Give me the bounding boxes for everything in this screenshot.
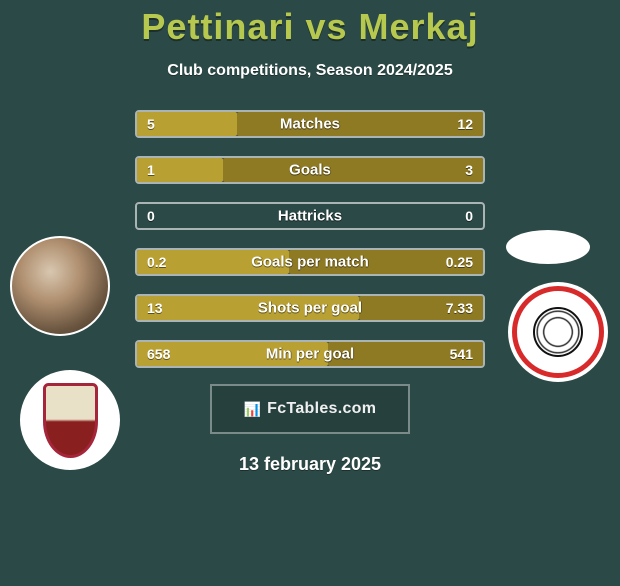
page-subtitle: Club competitions, Season 2024/2025	[0, 62, 620, 80]
player-left-club-badge	[20, 370, 120, 470]
reggiana-shield-icon	[43, 383, 98, 458]
stat-value-right: 0.25	[446, 254, 473, 270]
brand-watermark: 📊 FcTables.com	[210, 384, 410, 434]
stat-row: 512Matches	[135, 110, 485, 138]
stat-value-left: 0.2	[147, 254, 166, 270]
comparison-bars: 512Matches13Goals00Hattricks0.20.25Goals…	[135, 110, 485, 386]
soccer-ball-icon	[533, 307, 583, 357]
player-right-avatar	[506, 230, 590, 264]
stat-row: 00Hattricks	[135, 202, 485, 230]
stat-value-left: 1	[147, 162, 155, 178]
bar-fill-right	[223, 158, 484, 182]
bar-fill-right	[237, 112, 484, 136]
stat-value-left: 5	[147, 116, 155, 132]
bar-track	[135, 202, 485, 230]
player-left-avatar	[10, 236, 110, 336]
sudtirol-badge-icon	[512, 286, 604, 378]
stat-row: 137.33Shots per goal	[135, 294, 485, 322]
stat-row: 13Goals	[135, 156, 485, 184]
stat-row: 0.20.25Goals per match	[135, 248, 485, 276]
stat-value-right: 0	[465, 208, 473, 224]
stat-value-left: 658	[147, 346, 170, 362]
page-title: Pettinari vs Merkaj	[0, 6, 620, 48]
stat-row: 658541Min per goal	[135, 340, 485, 368]
stat-value-left: 0	[147, 208, 155, 224]
player-right-club-badge	[508, 282, 608, 382]
brand-text: FcTables.com	[267, 400, 376, 418]
comparison-chart: 512Matches13Goals00Hattricks0.20.25Goals…	[0, 110, 620, 370]
bar-fill-left	[137, 296, 359, 320]
stat-value-right: 12	[457, 116, 473, 132]
chart-icon: 📊	[244, 401, 261, 418]
stat-value-right: 3	[465, 162, 473, 178]
stat-value-left: 13	[147, 300, 163, 316]
stat-value-right: 541	[450, 346, 473, 362]
stat-value-right: 7.33	[446, 300, 473, 316]
